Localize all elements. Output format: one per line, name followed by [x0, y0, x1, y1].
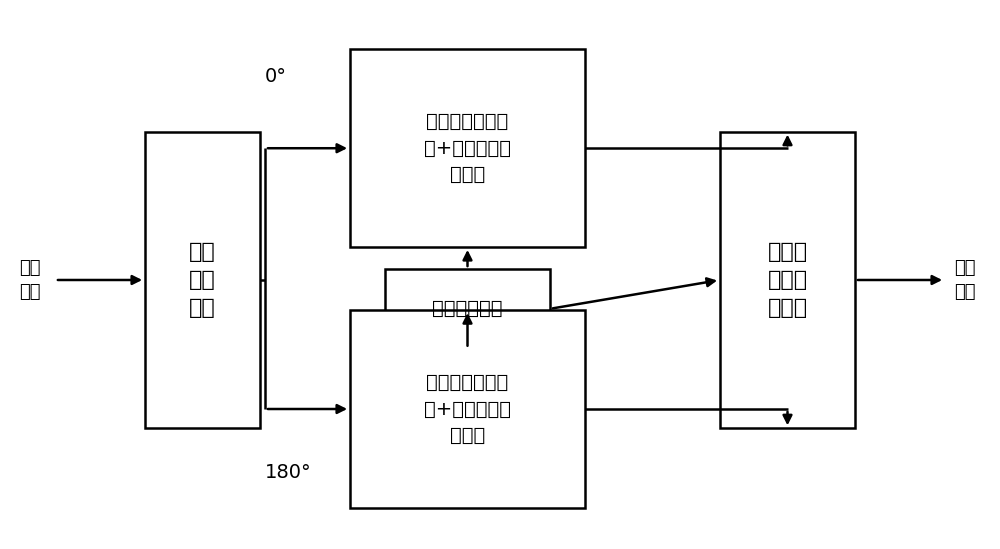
Text: 共射共基放大电
路+耦合器负反
馈模块: 共射共基放大电 路+耦合器负反 馈模块 — [424, 373, 511, 445]
Bar — [350, 310, 585, 508]
Bar — [350, 49, 585, 247]
Text: 可调偏置电路: 可调偏置电路 — [432, 299, 503, 318]
Text: 0°: 0° — [265, 68, 287, 86]
Bar — [145, 132, 260, 428]
Text: 信号
输入: 信号 输入 — [19, 259, 41, 301]
Text: 180°: 180° — [265, 463, 312, 481]
Text: 信号
输出: 信号 输出 — [954, 259, 976, 301]
Text: 共射共基放大电
路+耦合器负反
馈模块: 共射共基放大电 路+耦合器负反 馈模块 — [424, 112, 511, 184]
Bar — [720, 132, 855, 428]
Text: 输入
巴伦
耦合: 输入 巴伦 耦合 — [189, 242, 216, 318]
Text: 输出巴
伦耦合
及匹配: 输出巴 伦耦合 及匹配 — [767, 242, 808, 318]
Bar — [385, 269, 550, 349]
